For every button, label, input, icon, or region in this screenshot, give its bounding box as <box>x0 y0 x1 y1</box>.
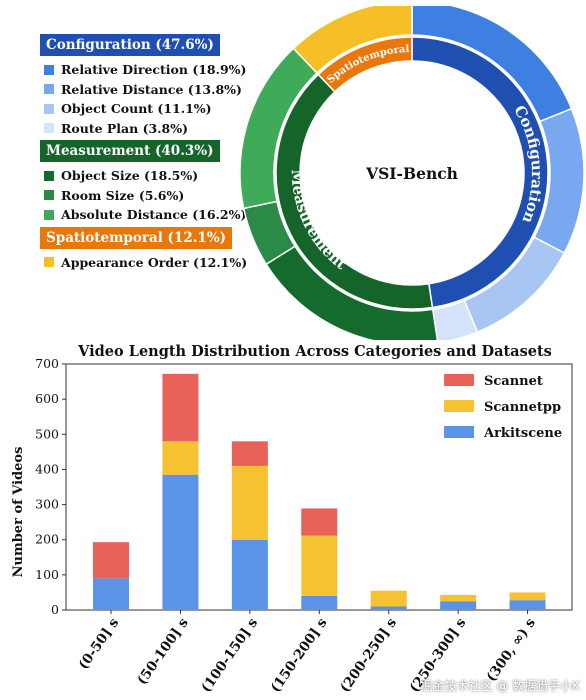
legend-item-room-size: Room Size (5.6%) <box>40 186 260 206</box>
y-tick-label: 500 <box>35 426 59 441</box>
x-tick-label: (0-50] s <box>75 615 122 673</box>
legend-swatch <box>44 190 54 201</box>
legend-group-configuration: Configuration (47.6%) Relative Direction… <box>40 32 260 138</box>
legend-header-measurement: Measurement (40.3%) <box>40 140 220 162</box>
legend-swatch-scannetpp <box>444 400 474 412</box>
legend-label-arkitscene: Arkitscene <box>483 426 562 441</box>
legend-swatch <box>44 209 54 220</box>
legend-swatch-arkitscene <box>444 426 474 438</box>
y-tick-label: 200 <box>35 532 59 547</box>
y-tick-label: 400 <box>35 461 59 476</box>
bar-scannetpp <box>162 441 199 475</box>
y-tick-label: 300 <box>35 497 59 512</box>
legend-item-absolute-distance: Absolute Distance (16.2%) <box>40 205 260 225</box>
donut-legend: Configuration (47.6%) Relative Direction… <box>40 32 260 272</box>
legend-item-relative-direction: Relative Direction (18.9%) <box>40 60 260 80</box>
legend-label-scannet: Scannet <box>484 374 543 389</box>
legend-swatch <box>44 170 54 181</box>
legend-label: Relative Direction (18.9%) <box>61 62 247 78</box>
bar-scannet <box>162 373 199 442</box>
y-tick-label: 0 <box>51 602 59 617</box>
ring-separator <box>274 35 550 311</box>
legend-swatch-scannet <box>444 374 474 386</box>
bar-arkitscene <box>93 578 129 610</box>
legend-group-measurement: Measurement (40.3%) Object Size (18.5%) … <box>40 138 260 225</box>
bar-legend: Scannet Scannetpp Arkitscene <box>444 374 562 441</box>
x-tick-label: (200-250] s <box>337 615 400 696</box>
legend-item-relative-distance: Relative Distance (13.8%) <box>40 80 260 100</box>
x-tick-label: (300, ∞) s <box>483 615 539 685</box>
y-tick-label: 100 <box>35 567 59 582</box>
watermark: 掘金技术社区 @ 数据猎手小K <box>420 679 581 693</box>
legend-label: Object Size (18.5%) <box>61 168 199 184</box>
legend-item-object-count: Object Count (11.1%) <box>40 99 260 119</box>
bar-scannetpp <box>509 592 546 601</box>
y-tick-label: 700 <box>35 356 59 371</box>
bar-scannet <box>93 542 129 579</box>
legend-label: Object Count (11.1%) <box>61 101 212 117</box>
y-axis-label: Number of Videos <box>11 447 26 578</box>
x-tick-label: (50-100] s <box>134 615 192 688</box>
y-tick-label: 600 <box>35 391 59 406</box>
y-axis: 0 100 200 300 400 500 600 700 <box>35 356 66 617</box>
bar-scannet <box>231 441 268 466</box>
legend-label-scannetpp: Scannetpp <box>484 400 561 415</box>
bar-scannet <box>301 508 338 536</box>
bar-series <box>93 373 546 610</box>
x-tick-label: (100-150] s <box>198 615 261 696</box>
legend-swatch <box>44 84 54 95</box>
legend-item-appearance-order: Appearance Order (12.1%) <box>40 253 260 273</box>
donut-hole <box>300 61 524 285</box>
bar-arkitscene <box>162 474 199 610</box>
bar-arkitscene <box>509 600 546 610</box>
legend-item-route-plan: Route Plan (3.8%) <box>40 119 260 139</box>
legend-header-spatiotemporal: Spatiotemporal (12.1%) <box>40 226 233 249</box>
legend-label: Route Plan (3.8%) <box>61 120 189 136</box>
legend-label: Relative Distance (13.8%) <box>61 81 242 97</box>
bar-arkitscene <box>440 601 477 610</box>
legend-swatch <box>44 257 54 268</box>
legend-swatch <box>44 103 54 114</box>
donut-chart: VSI-Bench Configuration Measurement Spat… <box>240 6 585 340</box>
x-tick-label: (150-200] s <box>268 615 331 696</box>
legend-swatch <box>44 64 54 75</box>
legend-label: Absolute Distance (16.2%) <box>61 207 247 223</box>
bar-scannetpp <box>370 590 407 607</box>
bar-scannetpp <box>301 535 338 596</box>
legend-group-spatiotemporal: Spatiotemporal (12.1%) Appearance Order … <box>40 225 260 273</box>
legend-item-object-size: Object Size (18.5%) <box>40 166 260 186</box>
bar-scannetpp <box>440 594 477 602</box>
bar-chart: Video Length Distribution Across Categor… <box>11 343 573 696</box>
bar-arkitscene <box>231 539 268 610</box>
bar-chart-title: Video Length Distribution Across Categor… <box>77 343 552 360</box>
bar-arkitscene <box>301 595 338 610</box>
legend-label: Room Size (5.6%) <box>61 187 185 203</box>
legend-label: Appearance Order (12.1%) <box>61 254 248 270</box>
donut-center-title: VSI-Bench <box>365 164 458 183</box>
bar-arkitscene <box>370 606 407 610</box>
bar-scannetpp <box>231 465 268 540</box>
legend-swatch <box>44 123 54 134</box>
legend-header-configuration: Configuration (47.6%) <box>40 34 220 56</box>
